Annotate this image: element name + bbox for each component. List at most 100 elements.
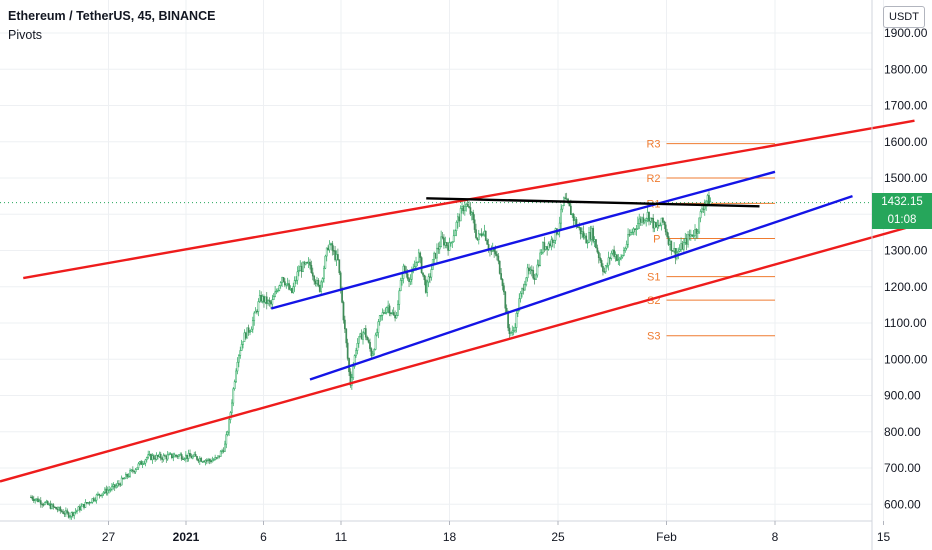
candle-body — [370, 348, 373, 357]
trendline-inner-lower[interactable] — [309, 194, 853, 381]
candle-body — [233, 381, 236, 390]
candle-body — [377, 321, 380, 333]
candle-body — [203, 461, 205, 463]
trendline-outer-lower[interactable] — [0, 224, 915, 483]
y-tick-label: 600.00 — [884, 497, 921, 511]
candle-body — [602, 266, 604, 272]
candle-body — [291, 288, 293, 293]
candle-body — [385, 307, 388, 313]
candle-body — [470, 212, 473, 215]
candle-body — [533, 277, 536, 280]
candle-body — [518, 298, 521, 312]
candle-body — [53, 506, 56, 508]
candle-body — [295, 279, 297, 282]
candle-body — [378, 315, 381, 322]
candle-body — [463, 206, 466, 212]
candle-body — [275, 290, 278, 293]
candle-body — [196, 456, 198, 460]
candle-body — [244, 332, 247, 339]
candle-body — [525, 277, 528, 286]
candle-body — [437, 247, 440, 250]
candle-body — [436, 247, 438, 259]
candle-body — [183, 458, 186, 460]
candle-body — [484, 230, 487, 241]
candle-body — [514, 327, 516, 332]
candle-body — [539, 252, 542, 266]
candle-body — [680, 243, 682, 250]
trendline-horizontal[interactable] — [426, 197, 760, 208]
candle-body — [646, 212, 649, 219]
candle-body — [631, 231, 634, 234]
trendlines[interactable] — [0, 119, 915, 483]
candle-body — [628, 234, 631, 236]
candle-body — [318, 285, 321, 292]
candle-body — [180, 454, 183, 460]
candle-body — [459, 208, 462, 222]
candle-body — [271, 299, 274, 305]
candle-body — [106, 489, 109, 494]
candle-body — [162, 455, 165, 460]
candle-body — [477, 233, 480, 241]
candle-body — [313, 275, 316, 282]
candle-body — [337, 254, 339, 260]
candle-body — [632, 228, 635, 233]
candle-body — [364, 328, 367, 338]
candle-body — [44, 502, 46, 505]
candle-body — [504, 291, 507, 309]
candle-body — [325, 247, 328, 257]
candle-body — [352, 366, 355, 379]
candle-body — [606, 265, 608, 267]
candle-body — [151, 455, 154, 461]
currency-badge[interactable]: USDT — [883, 6, 925, 28]
candle-body — [590, 228, 593, 240]
candle-body — [243, 332, 246, 342]
candle-body — [190, 455, 193, 459]
candle-body — [92, 498, 95, 501]
candle-body — [517, 310, 519, 314]
candle-body — [451, 241, 454, 243]
candle-body — [105, 488, 108, 494]
candle-body — [609, 257, 611, 259]
candle-body — [207, 459, 210, 461]
candle-body — [367, 339, 370, 343]
candle-body — [111, 486, 113, 490]
candle-body — [249, 331, 251, 333]
candle-body — [429, 276, 431, 278]
candle-body — [52, 504, 55, 508]
candle-body — [253, 312, 256, 321]
candle-body — [157, 454, 159, 457]
candle-body — [399, 280, 402, 292]
candle-body — [595, 239, 597, 249]
trendline-inner-upper[interactable] — [270, 170, 776, 310]
candle-body — [540, 252, 543, 254]
candle-body — [636, 222, 639, 230]
candle-body — [144, 459, 147, 464]
candle-body — [523, 284, 526, 291]
candle-body — [279, 282, 282, 287]
pivot-levels: R3R2R1PS1S2S3 — [0, 139, 872, 343]
price-axis[interactable]: 600.00 700.00 800.00 900.00 1000.00 1100.00 12… — [884, 26, 928, 511]
candle-body — [483, 230, 486, 236]
candle-body — [457, 216, 459, 223]
candle-body — [339, 272, 342, 289]
candle-body — [267, 300, 269, 304]
candle-body — [610, 252, 613, 259]
candle-body — [572, 213, 575, 221]
candle-body — [254, 310, 257, 314]
candle-body — [371, 353, 374, 357]
pivots-indicator-label[interactable]: Pivots — [8, 28, 43, 42]
candle-body — [187, 453, 190, 459]
time-axis[interactable]: 27 2021 6 11 18 25 Feb 8 15 — [102, 521, 891, 544]
candle-body — [261, 296, 264, 302]
candle-body — [696, 231, 699, 234]
candle-body — [420, 257, 423, 274]
candle-body — [171, 453, 173, 458]
candle-body — [673, 248, 675, 252]
candle-body — [263, 296, 265, 303]
candle-body — [582, 231, 585, 238]
candle-body — [448, 242, 451, 251]
candle-body — [78, 506, 81, 511]
candle-body — [155, 454, 158, 460]
candle-body — [529, 269, 532, 272]
